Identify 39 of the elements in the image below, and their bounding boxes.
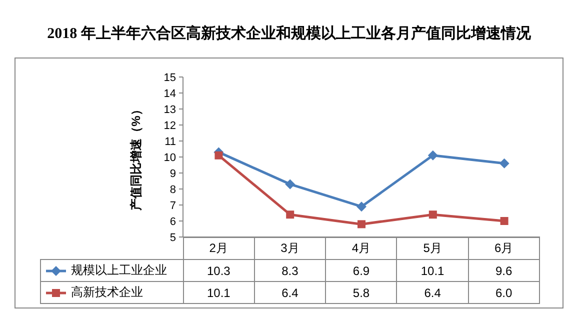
x-tick-label: 2月 xyxy=(183,238,254,260)
y-tick-label: 5 xyxy=(170,232,176,244)
data-label: 5.8 xyxy=(326,282,397,304)
y-tick-label: 8 xyxy=(170,184,176,196)
point xyxy=(285,179,296,190)
y-tick-label: 10 xyxy=(164,152,176,164)
legend-label: 规模以上工业企业 xyxy=(71,263,167,277)
y-axis-title: 产值同比增速（%） xyxy=(129,104,143,212)
point xyxy=(428,150,438,160)
x-tick-label: 6月 xyxy=(468,238,540,260)
point xyxy=(286,210,294,219)
data-label: 6.4 xyxy=(254,282,326,304)
y-tick-label: 11 xyxy=(164,136,176,148)
chart-title: 2018 年上半年六合区高新技术企业和规模以上工业各月产值同比增速情况 xyxy=(47,24,532,42)
y-tick-label: 9 xyxy=(170,168,176,180)
data-label: 6.9 xyxy=(326,260,397,282)
point xyxy=(358,220,366,228)
y-tick-label: 6 xyxy=(170,216,176,228)
x-tick-label: 5月 xyxy=(396,238,468,260)
data-label: 10.1 xyxy=(183,282,254,304)
y-tick-label: 7 xyxy=(170,200,176,212)
point xyxy=(499,158,510,168)
data-label: 10.1 xyxy=(396,260,468,282)
y-tick-label: 14 xyxy=(164,88,176,100)
point xyxy=(428,210,437,219)
data-label: 9.6 xyxy=(468,260,540,282)
y-tick-label: 13 xyxy=(164,104,176,116)
x-tick-label: 4月 xyxy=(326,238,397,260)
y-tick-label: 15 xyxy=(164,72,176,84)
data-label: 6.0 xyxy=(468,282,540,304)
data-label: 8.3 xyxy=(254,260,326,282)
y-tick-label: 12 xyxy=(164,120,176,132)
point xyxy=(500,217,508,225)
point xyxy=(356,202,366,212)
data-label: 10.3 xyxy=(183,260,254,282)
x-tick-label: 3月 xyxy=(254,238,326,260)
point xyxy=(214,151,223,160)
legend-label: 高新技术企业 xyxy=(71,285,143,299)
data-label: 6.4 xyxy=(396,282,468,304)
